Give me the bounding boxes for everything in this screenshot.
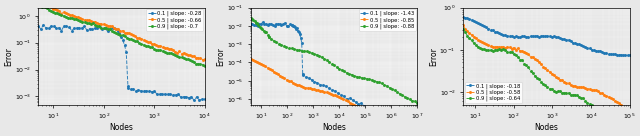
Y-axis label: Error: Error	[4, 47, 13, 66]
X-axis label: Nodes: Nodes	[322, 123, 346, 132]
0.1 | slope: -0.18: (8.82e+04, 0.0735): -0.18: (8.82e+04, 0.0735)	[623, 55, 631, 56]
0.1 | slope: -0.28: (66, 0.345): -0.28: (66, 0.345)	[91, 27, 99, 29]
0.9 | slope: -0.7: (5, 2.77): -0.7: (5, 2.77)	[35, 3, 42, 5]
0.9 | slope: -0.7: (902, 0.0665): -0.7: (902, 0.0665)	[148, 47, 156, 48]
0.9 | slope: -0.7: (145, 0.261): -0.7: (145, 0.261)	[108, 31, 116, 32]
0.1 | slope: -0.28: (16.2, 0.414): -0.28: (16.2, 0.414)	[60, 25, 68, 27]
0.5 | slope: -0.85: (9.45e+04, 2.24e-07): -0.85: (9.45e+04, 2.24e-07)	[360, 110, 368, 112]
0.9 | slope: -0.88: (4, 0.0266): -0.88: (4, 0.0266)	[247, 17, 255, 19]
0.9 | slope: -0.7: (4.21e+03, 0.0243): -0.7: (4.21e+03, 0.0243)	[182, 58, 189, 60]
0.9 | slope: -0.64: (4.35e+03, 0.00833): -0.64: (4.35e+03, 0.00833)	[573, 94, 580, 96]
0.1 | slope: -0.18: (1.81e+03, 0.184): -0.18: (1.81e+03, 0.184)	[558, 38, 566, 39]
0.5 | slope: -0.85: (1.87e+06, 4.06e-08): -0.85: (1.87e+06, 4.06e-08)	[394, 124, 402, 125]
0.5 | slope: -0.66: (460, 0.15): -0.66: (460, 0.15)	[133, 37, 141, 39]
Y-axis label: Error: Error	[216, 47, 225, 66]
0.1 | slope: -1.43: (1.9e+03, 6.11e-06): -1.43: (1.9e+03, 6.11e-06)	[317, 84, 324, 86]
0.5 | slope: -0.58: (1e+05, 0.00335): -0.58: (1e+05, 0.00335)	[626, 111, 634, 113]
0.1 | slope: -0.28: (3.37e+03, 0.00094): -0.28: (3.37e+03, 0.00094)	[177, 96, 185, 98]
Line: 0.9 | slope: -0.64: 0.9 | slope: -0.64	[462, 28, 630, 136]
0.9 | slope: -0.64: (1.81e+03, 0.00964): -0.64: (1.81e+03, 0.00964)	[558, 92, 566, 93]
Line: 0.9 | slope: -0.7: 0.9 | slope: -0.7	[37, 3, 205, 67]
Line: 0.1 | slope: -0.18: 0.1 | slope: -0.18	[462, 17, 630, 56]
0.5 | slope: -0.85: (5.4e+04, 3.57e-07): -0.85: (5.4e+04, 3.57e-07)	[355, 106, 362, 108]
0.5 | slope: -0.58: (2.99e+03, 0.0143): -0.58: (2.99e+03, 0.0143)	[567, 84, 575, 86]
0.5 | slope: -0.58: (2.05e+03, 0.0175): -0.58: (2.05e+03, 0.0175)	[561, 81, 568, 82]
0.1 | slope: -1.43: (11.5, 0.0158): -1.43: (11.5, 0.0158)	[259, 21, 266, 23]
0.5 | slope: -0.58: (5, 0.379): -0.58: (5, 0.379)	[460, 25, 467, 26]
Line: 0.5 | slope: -0.66: 0.5 | slope: -0.66	[37, 1, 205, 60]
0.9 | slope: -0.7: (507, 0.1): -0.7: (507, 0.1)	[136, 42, 143, 44]
0.5 | slope: -0.66: (9.08e+03, 0.0236): -0.66: (9.08e+03, 0.0236)	[199, 59, 207, 60]
X-axis label: Nodes: Nodes	[534, 123, 558, 132]
0.5 | slope: -0.85: (3.09e+04, 5.52e-07): -0.85: (3.09e+04, 5.52e-07)	[348, 103, 356, 105]
0.1 | slope: -1.43: (280, 0.00449): -1.43: (280, 0.00449)	[295, 32, 303, 33]
0.1 | slope: -0.18: (1e+05, 0.0762): -0.18: (1e+05, 0.0762)	[626, 54, 634, 56]
0.9 | slope: -0.88: (2.85e+05, 8.81e-06): -0.88: (2.85e+05, 8.81e-06)	[373, 81, 381, 83]
0.5 | slope: -0.85: (2.56e+04, 6.2e-07): -0.85: (2.56e+04, 6.2e-07)	[346, 102, 353, 104]
0.5 | slope: -0.85: (1e+07, 2.01e-08): -0.85: (1e+07, 2.01e-08)	[413, 129, 421, 131]
0.1 | slope: -0.18: (5, 0.588): -0.18: (5, 0.588)	[460, 17, 467, 18]
0.1 | slope: -0.18: (2.99e+03, 0.163): -0.18: (2.99e+03, 0.163)	[567, 40, 575, 42]
0.9 | slope: -0.88: (1e+07, 6.11e-07): -0.88: (1e+07, 6.11e-07)	[413, 102, 421, 104]
0.1 | slope: -1.43: (44.8, 0.0135): -1.43: (44.8, 0.0135)	[274, 23, 282, 24]
Legend: 0.1 | slope: -0.18, 0.5 | slope: -0.58, 0.9 | slope: -0.64: 0.1 | slope: -0.18, 0.5 | slope: -0.58, …	[465, 82, 522, 103]
0.1 | slope: -0.18: (402, 0.213): -0.18: (402, 0.213)	[533, 35, 541, 37]
0.5 | slope: -0.85: (4, 0.000152): -0.85: (4, 0.000152)	[247, 58, 255, 60]
0.9 | slope: -0.88: (3.56e+05, 8.08e-06): -0.88: (3.56e+05, 8.08e-06)	[376, 82, 383, 83]
0.1 | slope: -0.28: (5, 0.402): -0.28: (5, 0.402)	[35, 26, 42, 27]
0.1 | slope: -1.43: (179, 0.0103): -1.43: (179, 0.0103)	[290, 25, 298, 27]
Line: 0.5 | slope: -0.58: 0.5 | slope: -0.58	[462, 25, 630, 113]
0.9 | slope: -0.88: (1.83e+05, 1.1e-05): -0.88: (1.83e+05, 1.1e-05)	[368, 79, 376, 81]
0.1 | slope: -0.18: (2.05e+03, 0.177): -0.18: (2.05e+03, 0.177)	[561, 38, 568, 40]
0.9 | slope: -0.64: (5, 0.315): -0.64: (5, 0.315)	[460, 28, 467, 30]
0.1 | slope: -1.43: (335, 0.00225): -1.43: (335, 0.00225)	[297, 37, 305, 39]
0.9 | slope: -0.7: (460, 0.111): -0.7: (460, 0.111)	[133, 41, 141, 42]
Line: 0.1 | slope: -1.43: 0.1 | slope: -1.43	[250, 21, 418, 132]
0.5 | slope: -0.66: (5, 3.41): -0.66: (5, 3.41)	[35, 1, 42, 2]
0.9 | slope: -0.64: (2.05e+03, 0.00947): -0.64: (2.05e+03, 0.00947)	[561, 92, 568, 94]
0.5 | slope: -0.58: (1.81e+03, 0.019): -0.58: (1.81e+03, 0.019)	[558, 79, 566, 81]
0.1 | slope: -0.28: (6.32, 0.447): -0.28: (6.32, 0.447)	[40, 24, 47, 26]
0.1 | slope: -0.28: (150, 0.352): -0.28: (150, 0.352)	[109, 27, 116, 29]
0.1 | slope: -0.28: (6.17e+03, 0.000708): -0.28: (6.17e+03, 0.000708)	[190, 100, 198, 101]
0.9 | slope: -0.88: (7.97, 0.0118): -0.88: (7.97, 0.0118)	[255, 24, 262, 25]
0.5 | slope: -0.66: (145, 0.402): -0.66: (145, 0.402)	[108, 26, 116, 27]
0.9 | slope: -0.64: (3.24e+04, 0.00173): -0.64: (3.24e+04, 0.00173)	[607, 123, 614, 125]
Line: 0.9 | slope: -0.88: 0.9 | slope: -0.88	[250, 17, 418, 104]
0.9 | slope: -0.64: (2.99e+03, 0.00828): -0.64: (2.99e+03, 0.00828)	[567, 95, 575, 96]
0.5 | slope: -0.66: (902, 0.0893): -0.66: (902, 0.0893)	[148, 43, 156, 45]
X-axis label: Nodes: Nodes	[109, 123, 133, 132]
0.5 | slope: -0.58: (4.35e+03, 0.013): -0.58: (4.35e+03, 0.013)	[573, 86, 580, 88]
0.1 | slope: -0.18: (4.35e+03, 0.14): -0.18: (4.35e+03, 0.14)	[573, 43, 580, 44]
0.1 | slope: -1.43: (1e+07, 1.65e-08): -1.43: (1e+07, 1.65e-08)	[413, 131, 421, 132]
Line: 0.5 | slope: -0.85: 0.5 | slope: -0.85	[250, 58, 418, 131]
0.5 | slope: -0.85: (2.73e+03, 2.51e-06): -0.85: (2.73e+03, 2.51e-06)	[321, 91, 328, 92]
0.5 | slope: -0.58: (3.24e+04, 0.00703): -0.58: (3.24e+04, 0.00703)	[607, 98, 614, 99]
0.9 | slope: -0.7: (676, 0.0768): -0.7: (676, 0.0768)	[142, 45, 150, 47]
0.5 | slope: -0.66: (676, 0.116): -0.66: (676, 0.116)	[142, 40, 150, 42]
0.5 | slope: -0.66: (1e+04, 0.0246): -0.66: (1e+04, 0.0246)	[201, 58, 209, 60]
0.1 | slope: -0.28: (36.7, 0.359): -0.28: (36.7, 0.359)	[78, 27, 86, 29]
Legend: 0.1 | slope: -1.43, 0.5 | slope: -0.85, 0.9 | slope: -0.88: 0.1 | slope: -1.43, 0.5 | slope: -0.85, …	[358, 9, 415, 31]
0.5 | slope: -0.66: (507, 0.15): -0.66: (507, 0.15)	[136, 37, 143, 39]
0.9 | slope: -0.88: (1.69e+06, 2.44e-06): -0.88: (1.69e+06, 2.44e-06)	[393, 91, 401, 93]
0.1 | slope: -0.28: (300, 0.00254): -0.28: (300, 0.00254)	[124, 85, 132, 86]
0.1 | slope: -0.28: (1e+04, 0.000793): -0.28: (1e+04, 0.000793)	[201, 98, 209, 100]
0.1 | slope: -1.43: (4, 0.0121): -1.43: (4, 0.0121)	[247, 24, 255, 25]
0.5 | slope: -0.58: (402, 0.0559): -0.58: (402, 0.0559)	[533, 60, 541, 61]
0.5 | slope: -0.66: (4.21e+03, 0.0387): -0.66: (4.21e+03, 0.0387)	[182, 53, 189, 55]
Y-axis label: Error: Error	[429, 47, 438, 66]
0.9 | slope: -0.7: (1e+04, 0.0138): -0.7: (1e+04, 0.0138)	[201, 65, 209, 67]
0.9 | slope: -0.88: (5.55e+05, 5.88e-06): -0.88: (5.55e+05, 5.88e-06)	[381, 84, 388, 86]
Legend: 0.1 | slope: -0.28, 0.5 | slope: -0.66, 0.9 | slope: -0.7: 0.1 | slope: -0.28, 0.5 | slope: -0.66, …	[146, 9, 203, 31]
0.9 | slope: -0.64: (1e+05, 0.000942): -0.64: (1e+05, 0.000942)	[626, 134, 634, 136]
0.9 | slope: -0.64: (402, 0.0216): -0.64: (402, 0.0216)	[533, 77, 541, 79]
0.1 | slope: -0.18: (3.24e+04, 0.0791): -0.18: (3.24e+04, 0.0791)	[607, 53, 614, 55]
0.1 | slope: -1.43: (164, 0.0102): -1.43: (164, 0.0102)	[289, 25, 296, 27]
Line: 0.1 | slope: -0.28: 0.1 | slope: -0.28	[37, 24, 205, 101]
